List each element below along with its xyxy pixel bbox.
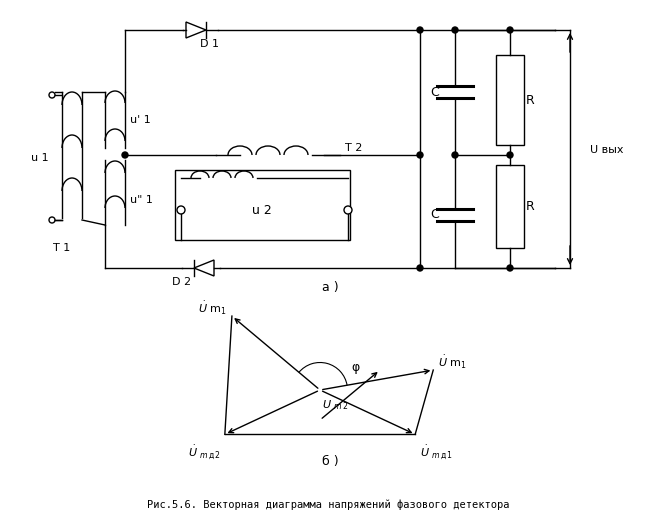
Circle shape <box>452 27 458 33</box>
Text: $\dot{U}\ _{m\,\mathsf{д}1}$: $\dot{U}\ _{m\,\mathsf{д}1}$ <box>420 443 453 461</box>
Text: u 2: u 2 <box>252 203 272 217</box>
Circle shape <box>417 265 423 271</box>
Circle shape <box>122 152 128 158</box>
Text: T 1: T 1 <box>53 243 70 253</box>
Circle shape <box>507 27 513 33</box>
Text: $\dot{U}\ \mathsf{m}_1$: $\dot{U}\ \mathsf{m}_1$ <box>198 299 227 316</box>
Text: u' 1: u' 1 <box>130 115 150 125</box>
Circle shape <box>49 92 55 98</box>
Circle shape <box>417 27 423 33</box>
Text: R: R <box>526 201 534 213</box>
Text: D 1: D 1 <box>200 39 219 49</box>
Text: R: R <box>526 93 534 107</box>
Text: а ): а ) <box>322 281 338 295</box>
Text: $U\ _{m\,2}$: $U\ _{m\,2}$ <box>321 398 348 412</box>
Circle shape <box>452 152 458 158</box>
Circle shape <box>49 217 55 223</box>
Circle shape <box>507 265 513 271</box>
Bar <box>496 55 524 145</box>
Bar <box>175 170 350 240</box>
Bar <box>496 165 524 248</box>
Text: T 2: T 2 <box>345 143 363 153</box>
Text: б ): б ) <box>322 456 338 468</box>
Text: $\dot{U}\ \mathsf{m}_1$: $\dot{U}\ \mathsf{m}_1$ <box>438 354 467 371</box>
Text: C: C <box>430 209 440 221</box>
Text: D 2: D 2 <box>172 277 192 287</box>
Circle shape <box>177 206 185 214</box>
Circle shape <box>417 152 423 158</box>
Text: $\dot{U}\ _{m\,\mathsf{д}2}$: $\dot{U}\ _{m\,\mathsf{д}2}$ <box>188 443 220 461</box>
Text: u 1: u 1 <box>31 153 49 163</box>
Circle shape <box>507 152 513 158</box>
Text: C: C <box>430 85 440 98</box>
Text: φ: φ <box>351 362 359 374</box>
Text: U вых: U вых <box>590 145 623 155</box>
Text: u" 1: u" 1 <box>130 195 153 205</box>
Text: Рис.5.6. Векторная диаграмма напряжений фазового детектора: Рис.5.6. Векторная диаграмма напряжений … <box>147 500 509 510</box>
Circle shape <box>344 206 352 214</box>
